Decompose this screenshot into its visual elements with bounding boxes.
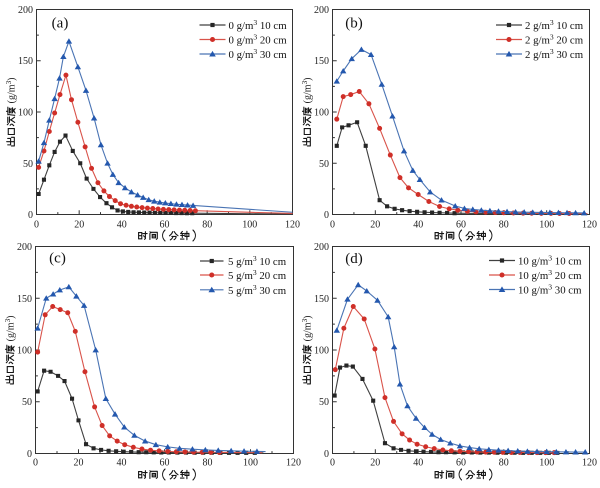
svg-text:0: 0	[34, 220, 39, 231]
svg-text:60: 60	[456, 220, 466, 231]
svg-text:20: 20	[74, 220, 84, 231]
svg-text:200: 200	[17, 242, 32, 253]
svg-text:50: 50	[22, 397, 32, 408]
svg-text:120: 120	[582, 220, 597, 231]
svg-text:0 g/m3 30 cm: 0 g/m3 30 cm	[229, 47, 288, 61]
svg-text:150: 150	[17, 294, 32, 305]
svg-text:(d): (d)	[345, 251, 363, 267]
svg-text:40: 40	[413, 457, 423, 468]
svg-text:40: 40	[413, 220, 423, 231]
svg-text:100: 100	[314, 346, 329, 357]
svg-text:80: 80	[499, 457, 509, 468]
svg-text:5 g/m3 30 cm: 5 g/m3 30 cm	[228, 283, 287, 297]
svg-text:2 g/m3 10 cm: 2 g/m3 10 cm	[525, 18, 584, 32]
svg-text:5 g/m3 10 cm: 5 g/m3 10 cm	[228, 254, 287, 268]
svg-text:150: 150	[314, 56, 329, 67]
svg-text:50: 50	[319, 159, 329, 170]
svg-text:120: 120	[582, 457, 597, 468]
svg-text:10 g/m3 10 cm: 10 g/m3 10 cm	[518, 254, 582, 268]
svg-text:80: 80	[203, 457, 213, 468]
svg-text:2 g/m3 30 cm: 2 g/m3 30 cm	[525, 47, 584, 61]
svg-text:10 g/m3 30 cm: 10 g/m3 30 cm	[518, 283, 582, 297]
svg-text:60: 60	[160, 220, 170, 231]
svg-text:(c): (c)	[49, 251, 66, 267]
svg-text:40: 40	[117, 220, 127, 231]
svg-text:80: 80	[499, 220, 509, 231]
svg-text:40: 40	[117, 457, 127, 468]
svg-text:(g/m3): (g/m3)	[5, 77, 18, 103]
svg-text:100: 100	[314, 108, 329, 119]
svg-text:120: 120	[285, 220, 300, 231]
svg-text:0 g/m3 10 cm: 0 g/m3 10 cm	[229, 18, 288, 32]
svg-text:0 g/m3 20 cm: 0 g/m3 20 cm	[229, 33, 288, 47]
svg-text:200: 200	[314, 5, 329, 16]
svg-text:(g/m3): (g/m3)	[301, 315, 314, 341]
svg-text:0: 0	[324, 449, 329, 460]
svg-text:20: 20	[370, 220, 380, 231]
svg-text:60: 60	[456, 457, 466, 468]
svg-text:(g/m3): (g/m3)	[4, 315, 17, 341]
svg-text:0: 0	[330, 220, 335, 231]
svg-text:20: 20	[370, 457, 380, 468]
svg-text:2 g/m3 20 cm: 2 g/m3 20 cm	[525, 33, 584, 47]
svg-text:100: 100	[243, 457, 258, 468]
svg-text:150: 150	[18, 56, 33, 67]
svg-text:200: 200	[314, 242, 329, 253]
svg-text:50: 50	[319, 397, 329, 408]
svg-text:50: 50	[23, 159, 33, 170]
svg-text:(a): (a)	[52, 16, 69, 32]
svg-text:100: 100	[242, 220, 257, 231]
svg-text:(g/m3): (g/m3)	[301, 77, 314, 103]
svg-text:100: 100	[18, 108, 33, 119]
svg-text:200: 200	[18, 5, 33, 16]
svg-text:0: 0	[324, 210, 329, 221]
svg-text:100: 100	[539, 457, 554, 468]
svg-text:20: 20	[74, 457, 84, 468]
svg-text:80: 80	[202, 220, 212, 231]
svg-text:0: 0	[27, 449, 32, 460]
svg-text:100: 100	[539, 220, 554, 231]
svg-text:0: 0	[28, 210, 33, 221]
svg-text:0: 0	[330, 457, 335, 468]
svg-text:120: 120	[286, 457, 301, 468]
svg-text:100: 100	[17, 346, 32, 357]
svg-text:0: 0	[33, 457, 38, 468]
svg-text:(b): (b)	[345, 16, 363, 32]
svg-text:10 g/m3 20 cm: 10 g/m3 20 cm	[518, 268, 582, 282]
svg-text:150: 150	[314, 294, 329, 305]
svg-text:60: 60	[160, 457, 170, 468]
svg-text:5 g/m3 20 cm: 5 g/m3 20 cm	[228, 268, 287, 282]
